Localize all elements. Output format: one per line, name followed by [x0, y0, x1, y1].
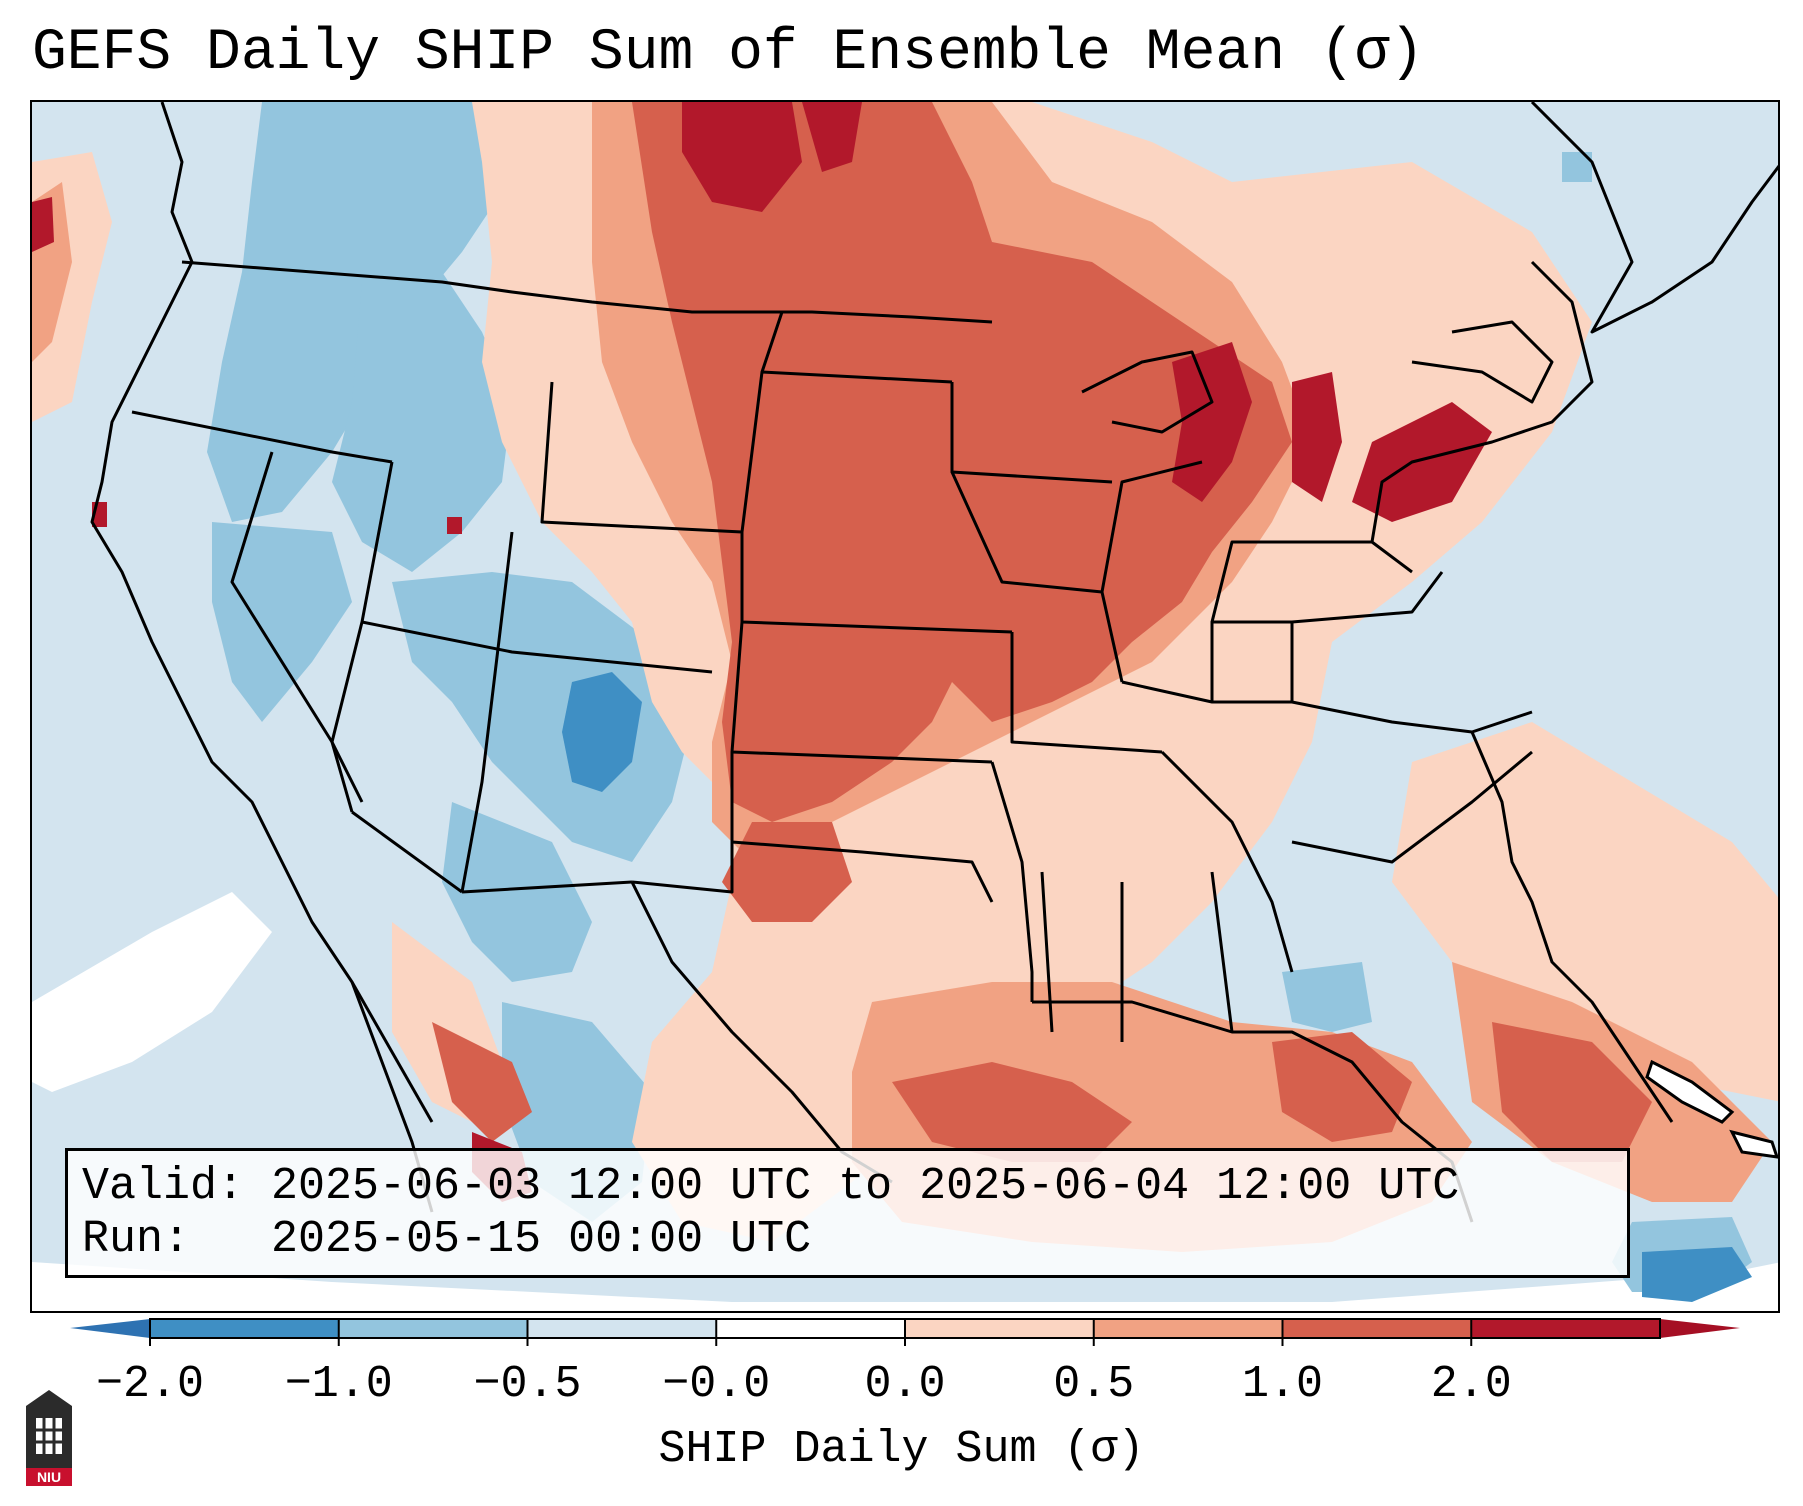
colorbar-extend-low — [70, 1319, 150, 1338]
colorbar-bin — [1093, 1319, 1283, 1338]
logo-text: NIU — [37, 1469, 61, 1485]
colorbar-tick-label: 0.0 — [864, 1359, 946, 1410]
near-zero-regions — [32, 892, 1778, 1311]
chart-title: GEFS Daily SHIP Sum of Ensemble Mean (σ) — [32, 21, 1425, 86]
colorbar-tick-label: 2.0 — [1430, 1359, 1512, 1410]
strong-positive-regions — [432, 102, 1652, 1162]
map-svg — [32, 102, 1778, 1311]
niu-logo-icon: NIU — [26, 1390, 72, 1486]
colorbar-tick-label: −0.0 — [662, 1359, 771, 1410]
colorbar-bin — [1282, 1319, 1472, 1338]
map-panel[interactable] — [30, 100, 1780, 1313]
colorbar-tick-label: −0.5 — [473, 1359, 582, 1410]
valid-time-line: Valid: 2025-06-03 12:00 UTC to 2025-06-0… — [82, 1161, 1460, 1212]
colorbar-tick-marks — [149, 1319, 1473, 1346]
colorbar-bin — [527, 1319, 717, 1338]
caribbean-islands — [1645, 1059, 1778, 1159]
colorbar-bin — [1471, 1319, 1661, 1338]
strong-negative-anomaly — [562, 672, 1752, 1302]
colorbar-tick-label: −1.0 — [284, 1359, 393, 1410]
valid-run-info-box: Valid: 2025-06-03 12:00 UTC to 2025-06-0… — [65, 1148, 1630, 1278]
colorbar — [70, 1318, 1740, 1346]
colorbar-bins — [150, 1319, 1661, 1338]
colorbar-bin — [716, 1319, 906, 1338]
state-boundaries — [90, 102, 1778, 1223]
colorbar-bin — [905, 1319, 1095, 1338]
extreme-positive-regions — [32, 102, 1492, 1202]
colorbar-tick-label: 1.0 — [1241, 1359, 1324, 1410]
colorbar-label: SHIP Daily Sum (σ) — [658, 1424, 1145, 1475]
run-time-line: Run: 2025-05-15 00:00 UTC — [82, 1214, 812, 1265]
colorbar-tick-label: −2.0 — [95, 1359, 205, 1410]
colorbar-extend-high — [1660, 1319, 1740, 1338]
colorbar-bin — [338, 1319, 528, 1338]
colorbar-tick-label: 0.5 — [1053, 1359, 1135, 1410]
colorbar-bin — [150, 1319, 340, 1338]
